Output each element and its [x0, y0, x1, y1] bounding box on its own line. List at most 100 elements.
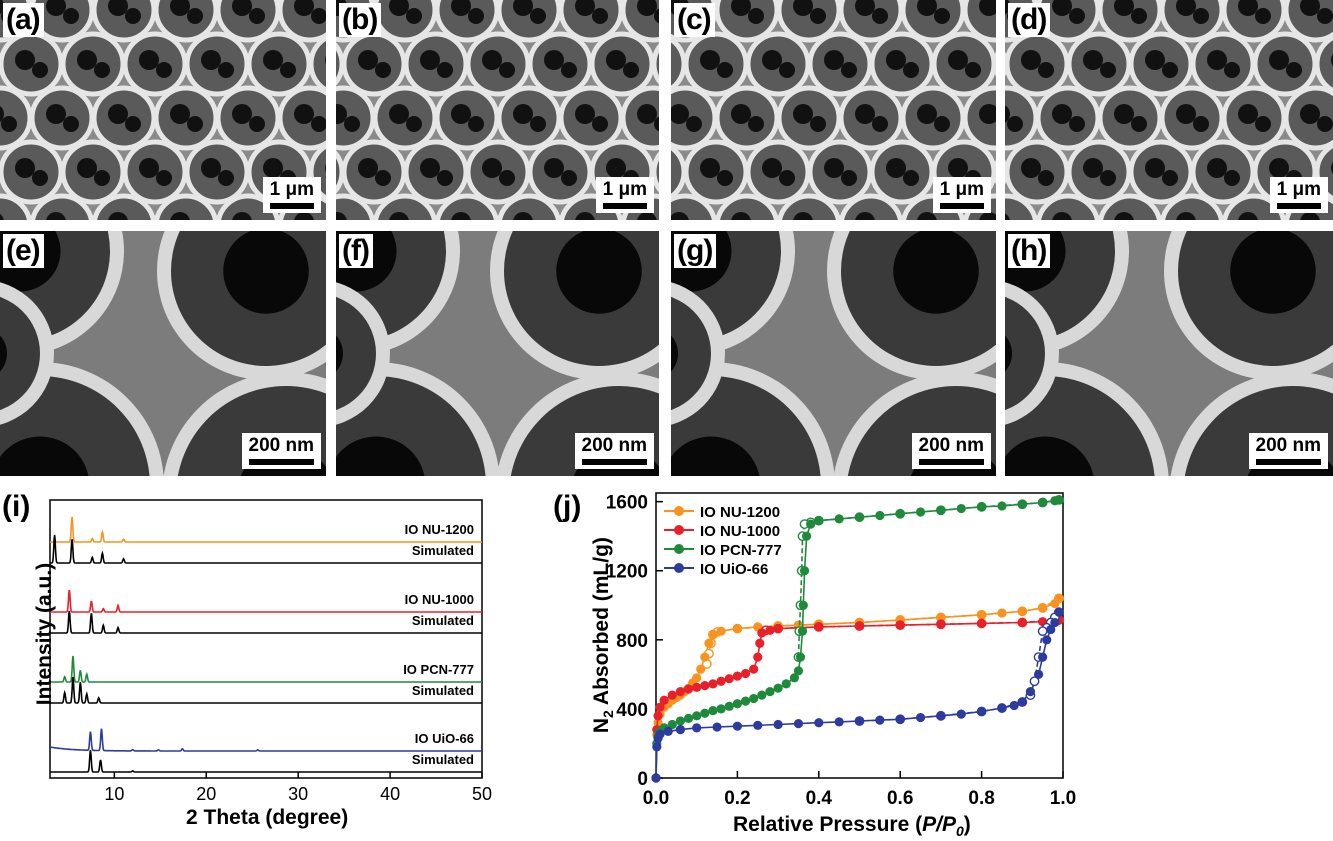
isotherm-adsorption-point: [716, 704, 726, 714]
isotherm-adsorption-point: [651, 773, 661, 783]
isotherm-desorption-point: [708, 629, 718, 640]
scale-bar: 1 μm: [595, 177, 654, 213]
isotherm-adsorption-point: [854, 716, 865, 726]
isotherm-desorption-point: [997, 703, 1007, 713]
isotherm-adsorption-point: [936, 505, 946, 515]
panel-label: (b): [339, 3, 382, 37]
isotherm-x-axis-label: Relative Pressure (P/P0): [733, 813, 971, 839]
isotherm-adsorption-point: [1054, 495, 1064, 505]
isotherm-y-tick-label: 800: [616, 631, 648, 652]
isotherm-adsorption-point: [675, 687, 686, 697]
scale-bar-line: [269, 203, 314, 209]
isotherm-adsorption-point: [1042, 635, 1052, 645]
isotherm-adsorption-point: [1050, 598, 1060, 609]
isotherm-adsorption-point: [732, 623, 743, 634]
isotherm-desorption-point: [732, 623, 743, 634]
xrd-trace-label: Simulated: [412, 613, 474, 628]
isotherm-desorption-point: [704, 648, 714, 659]
isotherm-adsorption-point: [773, 621, 783, 631]
isotherm-xlabel-part3: 0: [955, 823, 964, 840]
xrd-trace-label: IO UiO-66: [415, 731, 474, 746]
xrd-trace: [50, 676, 482, 704]
isotherm-adsorption-point: [716, 626, 726, 636]
isotherm-adsorption-point: [667, 719, 677, 730]
scale-bar-line: [939, 203, 984, 209]
isotherm-legend-marker: [674, 544, 684, 554]
isotherm-desorption-point: [895, 615, 906, 625]
scale-bar-label: 1 μm: [1276, 179, 1321, 200]
xrd-trace: [50, 610, 482, 634]
isotherm-adsorption-point: [773, 719, 783, 730]
isotherm-adsorption-point: [956, 709, 966, 719]
isotherm-desorption-point: [976, 618, 987, 629]
isotherm-desorption-point: [760, 625, 771, 636]
isotherm-xlabel-part2: P/P: [922, 813, 956, 836]
isotherm-adsorption-point: [663, 726, 673, 736]
xrd-y-axis-label: Intensity (a.u.): [33, 562, 56, 706]
isotherm-adsorption-point: [700, 652, 710, 662]
isotherm-legend-label: IO PCN-777: [700, 542, 782, 559]
isotherm-adsorption-line: [655, 597, 1060, 779]
isotherm-frame: [655, 492, 1064, 779]
isotherm-adsorption-point: [936, 619, 946, 629]
isotherm-desorption-point: [1054, 495, 1064, 505]
xrd-x-axis-label: 2 Theta (degree): [186, 806, 349, 829]
isotherm-adsorption-point: [793, 718, 804, 729]
isotherm-desorption-point: [701, 659, 712, 669]
isotherm-desorption-point: [805, 517, 816, 528]
isotherm-adsorption-point: [675, 716, 686, 726]
isotherm-adsorption-point: [692, 711, 702, 721]
isotherm-adsorption-point: [1054, 593, 1064, 603]
scale-bar-label: 200 nm: [581, 435, 647, 456]
isotherm-adsorption-point: [653, 730, 663, 740]
isotherm-desorption-point: [976, 501, 987, 512]
isotherm-desorption-line: [859, 611, 1060, 722]
sem-panel-h: (h) 200 nm: [1005, 231, 1333, 476]
xrd-x-tick-label: 20: [196, 784, 216, 804]
panel-label-j: (j): [553, 490, 582, 523]
isotherm-adsorption-point: [799, 566, 810, 576]
isotherm-desorption-point: [1054, 593, 1064, 604]
isotherm-legend-marker: [674, 506, 684, 516]
isotherm-adsorption-point: [915, 712, 926, 723]
sem-panel-g: (g) 200 nm: [671, 231, 996, 476]
scale-bar: 1 μm: [262, 177, 321, 213]
isotherm-desorption-point: [1054, 615, 1064, 625]
scale-bar: 1 μm: [932, 177, 991, 213]
isotherm-adsorption-point: [936, 711, 946, 721]
sem-panel-e: (e) 200 nm: [0, 231, 326, 476]
isotherm-adsorption-point: [724, 701, 734, 711]
isotherm-adsorption-point: [781, 679, 791, 689]
isotherm-adsorption-point: [773, 683, 783, 693]
isotherm-desorption-point: [1017, 617, 1028, 628]
scale-bar: 1 μm: [1269, 177, 1328, 213]
isotherm-adsorption-point: [1017, 617, 1027, 628]
isotherm-adsorption-point: [651, 773, 661, 783]
isotherm-adsorption-point: [875, 510, 885, 521]
isotherm-adsorption-point: [659, 702, 669, 712]
isotherm-adsorption-point: [1017, 499, 1027, 509]
isotherm-adsorption-point: [652, 725, 662, 735]
xrd-trace: [49, 728, 482, 752]
isotherm-adsorption-point: [854, 621, 865, 631]
isotherm-adsorption-point: [757, 628, 767, 638]
isotherm-desorption-point: [813, 619, 824, 630]
isotherm-x-tick-label: 0.6: [887, 788, 913, 809]
isotherm-desorption-point: [706, 638, 716, 649]
isotherm-desorption-point: [895, 620, 906, 631]
isotherm-adsorption-point: [667, 695, 677, 705]
isotherm-adsorption-point: [1050, 616, 1060, 626]
isotherm-adsorption-point: [679, 687, 690, 697]
isotherm-adsorption-point: [797, 626, 808, 636]
isotherm-adsorption-point: [977, 502, 987, 512]
isotherm-adsorption-point: [1050, 496, 1060, 506]
isotherm-adsorption-point: [997, 501, 1007, 511]
isotherm-adsorption-point: [696, 664, 706, 674]
sem-micrograph: [671, 0, 996, 220]
isotherm-adsorption-point: [977, 706, 987, 717]
isotherm-desorption-point: [773, 621, 783, 631]
scale-bar-line: [1255, 459, 1321, 465]
isotherm-adsorption-point: [1033, 669, 1044, 679]
scale-bar: 200 nm: [1248, 433, 1328, 469]
isotherm-adsorption-point: [675, 725, 686, 735]
